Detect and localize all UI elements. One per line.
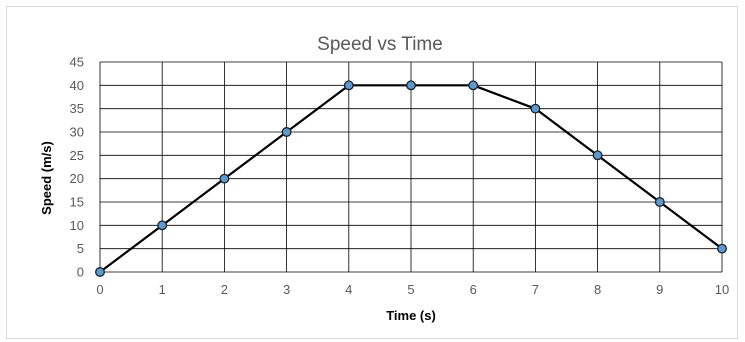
x-tick-label: 9 [656, 282, 663, 297]
y-tick-label: 15 [70, 195, 84, 210]
x-tick-label: 1 [159, 282, 166, 297]
data-point [717, 243, 727, 254]
chart-title: Speed vs Time [317, 34, 443, 55]
data-point [95, 267, 105, 277]
y-tick-label: 45 [70, 55, 84, 70]
data-point [281, 127, 292, 137]
data-point [468, 80, 479, 91]
x-tick-label: 8 [594, 282, 601, 297]
data-point [219, 173, 230, 184]
series [95, 80, 727, 277]
y-axis-ticks: 0 5 10 15 20 25 30 35 40 45 [70, 55, 84, 280]
x-tick-label: 4 [345, 282, 352, 297]
data-point [530, 103, 541, 114]
x-tick-label: 0 [96, 282, 103, 297]
data-point [157, 220, 168, 231]
y-tick-label: 40 [70, 78, 84, 93]
x-tick-label: 3 [283, 282, 290, 297]
y-tick-label: 30 [70, 125, 84, 140]
data-point [406, 80, 416, 91]
x-tick-label: 10 [715, 282, 729, 297]
y-tick-label: 25 [70, 148, 84, 163]
x-tick-label: 5 [407, 282, 414, 297]
y-tick-label: 5 [77, 241, 84, 256]
grid [99, 61, 723, 273]
y-tick-label: 35 [70, 101, 84, 116]
y-axis-label: Speed (m/s) [39, 141, 54, 215]
x-tick-label: 2 [221, 282, 228, 297]
y-tick-label: 10 [70, 218, 84, 233]
data-point [592, 150, 603, 161]
data-point [343, 80, 354, 91]
chart-frame [6, 6, 738, 339]
x-tick-label: 6 [470, 282, 477, 297]
x-axis-ticks: 0 1 2 3 4 5 6 7 8 9 10 [96, 282, 729, 297]
x-tick-label: 7 [532, 282, 539, 297]
x-axis-label: Time (s) [386, 308, 436, 323]
data-point [654, 197, 665, 207]
y-tick-label: 20 [70, 171, 84, 186]
y-tick-label: 0 [77, 265, 84, 280]
